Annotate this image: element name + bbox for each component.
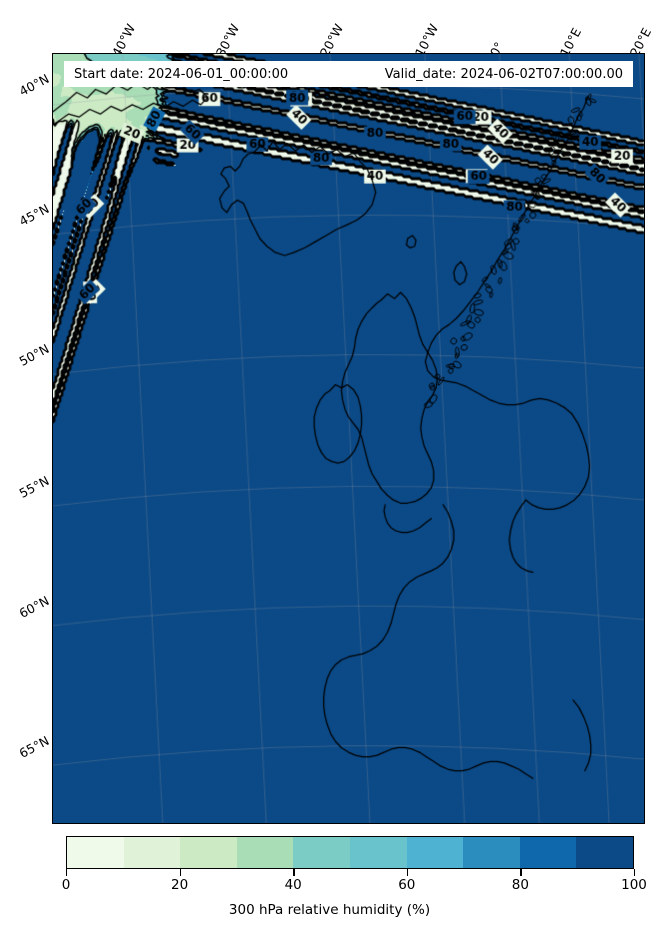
map-plot-area[interactable]	[52, 53, 645, 824]
colorbar-band	[406, 837, 464, 868]
colorbar-tick	[293, 869, 295, 876]
colorbar-tick-label: 0	[61, 877, 71, 893]
lat-tick-label: 65°N	[16, 732, 52, 761]
colorbar-band	[180, 837, 237, 868]
colorbar-band	[293, 837, 350, 868]
colorbar-tick	[66, 869, 68, 876]
colorbar-tick-label: 20	[171, 877, 189, 893]
colorbar-band	[519, 837, 577, 868]
start-date-label: Start date: 2024-06-01_00:00:00	[74, 66, 289, 82]
colorbar-ticks	[66, 869, 636, 876]
colorbar-title: 300 hPa relative humidity (%)	[228, 902, 431, 918]
colorbar-band	[349, 837, 407, 868]
date-annotation-bar: Start date: 2024-06-01_00:00:00 Valid_da…	[64, 61, 633, 87]
valid-date-label: Valid_date: 2024-06-02T07:00:00.00	[384, 66, 623, 82]
relative-humidity-field	[53, 54, 644, 823]
colorbar-band	[236, 837, 294, 868]
colorbar-tick-label: 40	[284, 877, 302, 893]
colorbar-tick	[634, 869, 636, 876]
lat-tick-label: 40°N	[16, 70, 52, 99]
colorbar-tick-labels: 0 20 40 60 80 100	[0, 877, 659, 895]
colorbar-tick-label: 100	[621, 877, 647, 893]
colorbar-band	[123, 837, 181, 868]
lat-tick-label: 60°N	[16, 592, 52, 621]
colorbar-tick-label: 60	[398, 877, 416, 893]
colorbar-band	[463, 837, 520, 868]
colorbar[interactable]	[66, 836, 634, 869]
colorbar-tick	[179, 869, 181, 876]
colorbar-tick	[406, 869, 409, 876]
lat-tick-label: 50°N	[16, 340, 52, 369]
lat-tick-label: 45°N	[16, 200, 52, 229]
lat-tick-label: 55°N	[16, 472, 52, 501]
colorbar-band	[67, 837, 124, 868]
colorbar-tick-label: 80	[511, 877, 529, 893]
colorbar-band	[576, 837, 633, 868]
colorbar-tick	[520, 869, 522, 876]
